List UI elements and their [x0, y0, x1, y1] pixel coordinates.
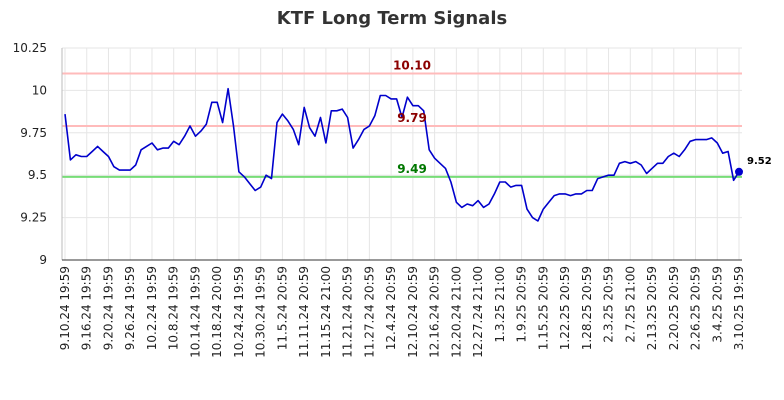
chart-title: KTF Long Term Signals [276, 8, 508, 29]
x-tick-label: 1.28.25 20:59 [580, 266, 594, 350]
x-tick-label: 2.3.25 20:59 [602, 266, 616, 343]
reference-label: 9.79 [397, 111, 427, 125]
y-tick-label: 10.25 [13, 41, 47, 55]
x-tick-label: 12.10.24 20:59 [406, 266, 420, 358]
x-tick-label: 10.8.24 19:59 [167, 266, 181, 350]
x-tick-label: 11.15.24 21:00 [319, 266, 333, 358]
grid [62, 47, 742, 261]
x-tick-label: 1.3.25 21:00 [493, 266, 507, 343]
x-tick-label: 10.2.24 19:59 [145, 266, 159, 350]
last-point-marker [735, 167, 743, 176]
axes: 9 9.25 9.5 9.75 10 10.25 9.10.24 19:59 9.16.24 … [13, 41, 746, 358]
x-tick-label: 11.27.24 20:59 [362, 266, 376, 358]
x-tick-label: 12.20.24 21:00 [449, 266, 463, 358]
x-tick-label: 10.18.24 20:00 [210, 266, 224, 358]
x-tick-label: 2.26.25 20:59 [689, 266, 703, 350]
series-layer [64, 87, 743, 222]
x-tick-label: 2.20.25 20:59 [667, 266, 681, 350]
x-tick-label: 9.16.24 19:59 [80, 266, 94, 350]
x-tick-label: 9.10.24 19:59 [58, 266, 72, 350]
x-tick-label: 1.15.25 20:59 [536, 266, 550, 350]
labels: 10.10 9.79 9.49 9.52 [393, 58, 772, 175]
x-tick-label: 10.30.24 19:59 [254, 266, 268, 358]
reference-label: 10.10 [393, 58, 431, 72]
x-tick-label: 2.13.25 20:59 [645, 266, 659, 350]
x-tick-label: 3.10.25 19:59 [732, 266, 746, 350]
x-tick-label: 9.20.24 19:59 [101, 266, 115, 350]
y-tick-label: 9.25 [20, 211, 47, 225]
x-tick-label: 3.4.25 20:59 [710, 266, 724, 343]
x-tick-label: 12.4.24 20:59 [384, 266, 398, 350]
x-tick-label: 9.26.24 19:59 [123, 266, 137, 350]
x-tick-label: 12.16.24 20:59 [428, 266, 442, 358]
x-tick-label: 11.21.24 20:59 [341, 266, 355, 358]
y-tick-label: 9 [39, 253, 47, 267]
y-tick-label: 9.5 [28, 168, 47, 182]
y-tick-label: 9.75 [20, 126, 47, 140]
last-value-label: 9.52 [747, 156, 772, 167]
x-tick-label: 11.11.24 20:59 [297, 266, 311, 358]
x-tick-label: 2.7.25 21:00 [623, 266, 637, 343]
x-tick-label: 1.22.25 20:59 [558, 266, 572, 350]
x-tick-label: 1.9.25 20:59 [515, 266, 529, 343]
x-tick-label: 10.24.24 19:59 [232, 266, 246, 358]
reference-label: 9.49 [397, 162, 427, 176]
x-tick-label: 10.14.24 19:59 [188, 266, 202, 358]
reference-lines [62, 72, 742, 178]
series-line [64, 87, 740, 222]
x-tick-label: 12.27.24 21:00 [471, 266, 485, 358]
x-tick-label: 11.5.24 20:59 [275, 266, 289, 350]
y-tick-label: 10 [32, 83, 47, 97]
